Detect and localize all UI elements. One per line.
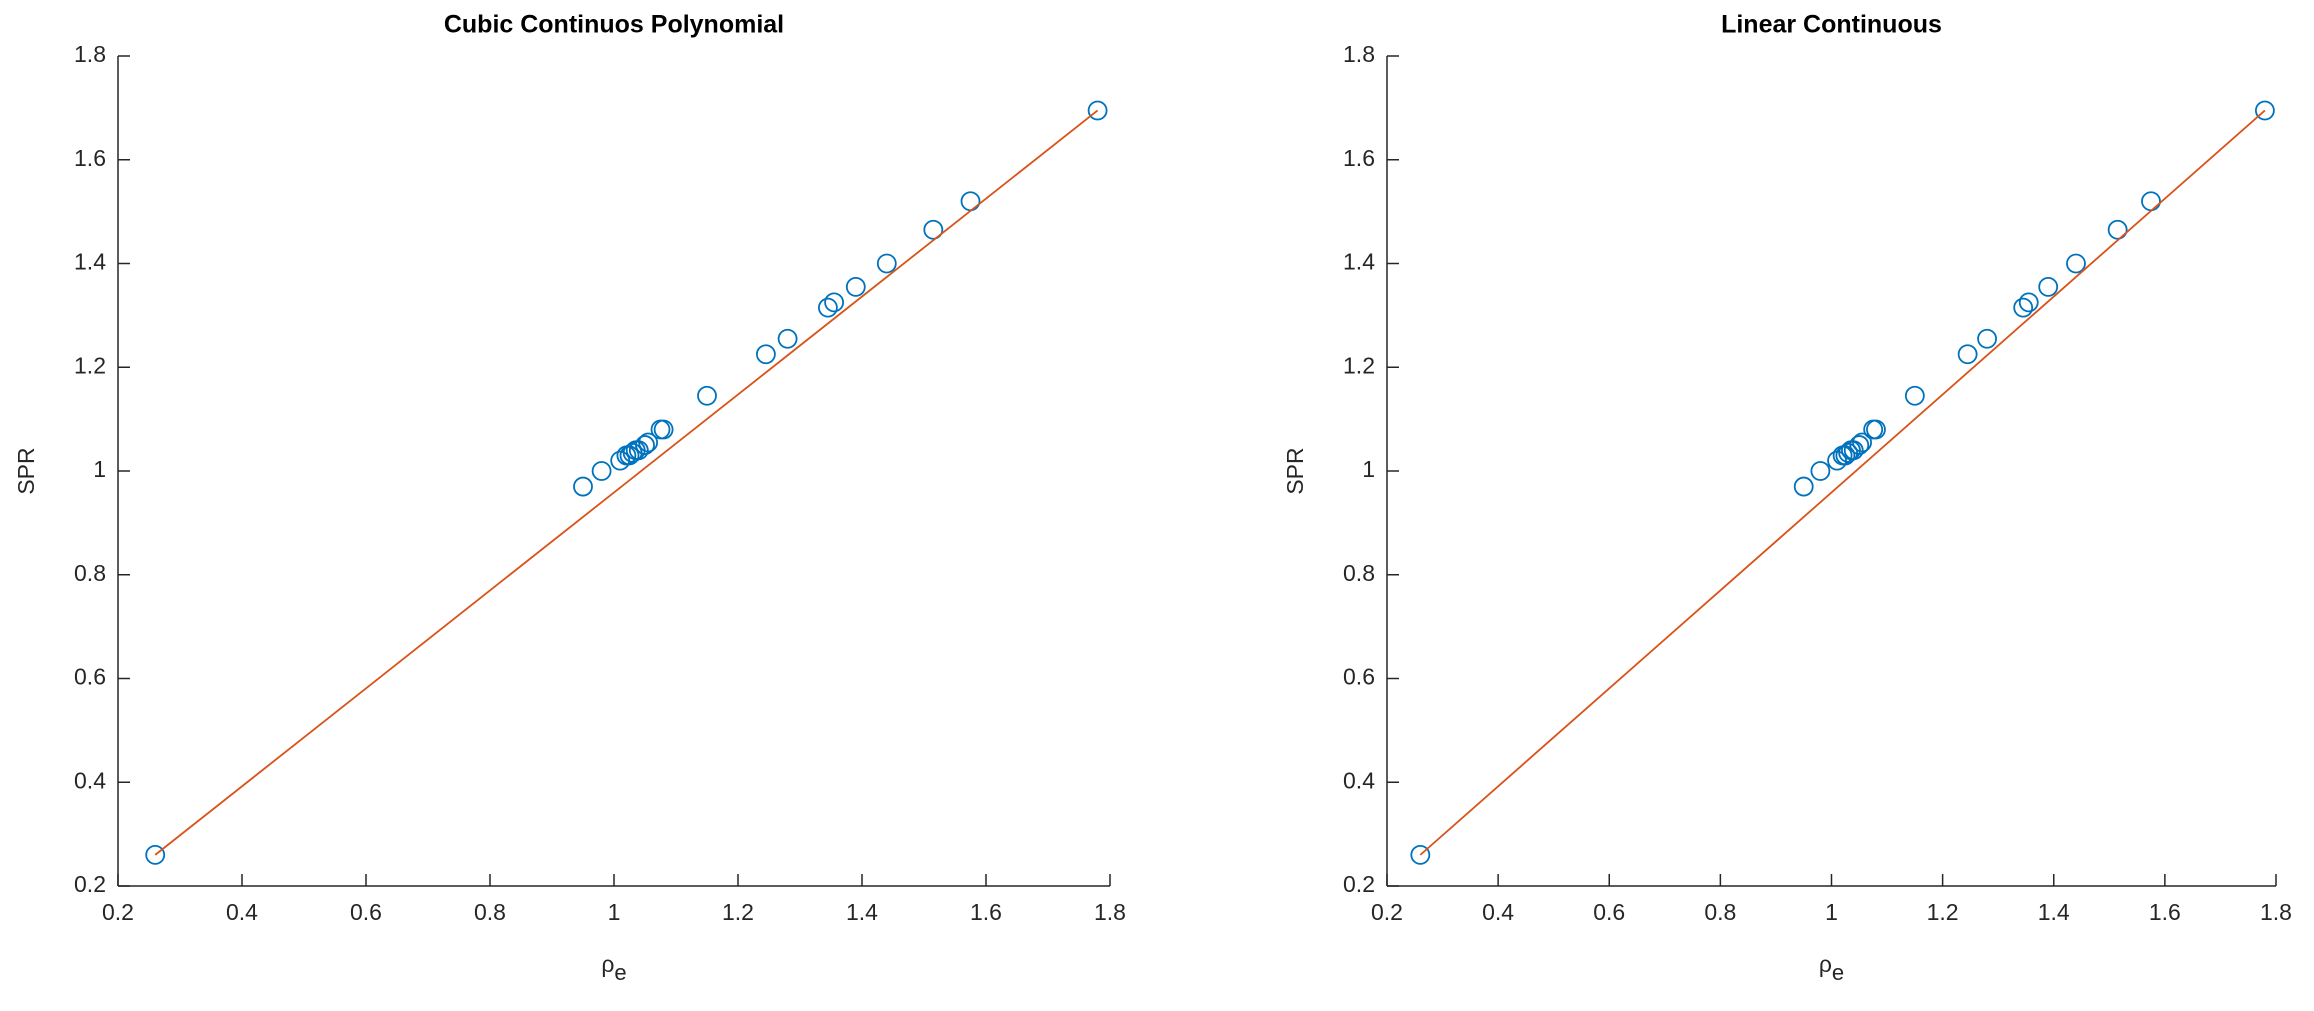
- x-tick-label: 0.4: [1482, 899, 1514, 925]
- data-point: [777, 328, 798, 349]
- data-point: [619, 445, 640, 466]
- fit-line: [1419, 109, 2266, 856]
- x-tick-label: 1.2: [1927, 899, 1959, 925]
- y-tick-label: 0.2: [1343, 871, 1375, 897]
- y-tick-label: 1.2: [74, 352, 106, 378]
- data-point: [1957, 344, 1978, 365]
- data-point: [638, 432, 658, 453]
- x-label-symbol: ρ: [601, 951, 614, 977]
- data-point: [1810, 461, 1831, 481]
- x-tick-label: 1.4: [846, 899, 878, 925]
- data-point: [756, 344, 776, 365]
- y-tick-label: 0.6: [74, 664, 106, 690]
- x-tick-label: 1.4: [2038, 899, 2070, 925]
- data-point: [653, 419, 674, 440]
- y-tick-label: 1.4: [1343, 249, 1375, 275]
- data-point: [145, 844, 166, 865]
- data-point: [2141, 191, 2161, 212]
- chart-title: Linear Continuous: [1721, 11, 1942, 39]
- y-tick-label: 1.8: [1343, 41, 1375, 67]
- fit-line: [154, 109, 1099, 856]
- x-tick-label: 1.2: [722, 899, 754, 925]
- data-point: [2013, 297, 2034, 318]
- x-tick-label: 0.6: [350, 899, 382, 925]
- data-point: [1852, 432, 1872, 453]
- x-tick-label: 0.6: [1593, 899, 1625, 925]
- x-label-symbol: ρ: [1819, 951, 1832, 977]
- x-tick-label: 1.6: [970, 899, 1002, 925]
- y-tick-label: 0.8: [74, 560, 106, 586]
- x-tick-label: 1.6: [2149, 899, 2181, 925]
- y-tick-label: 1.6: [1343, 145, 1375, 171]
- y-tick-label: 0.8: [1343, 560, 1375, 586]
- data-point: [1904, 385, 1925, 406]
- y-axis-label: SPR: [13, 447, 39, 494]
- data-point: [2018, 292, 2039, 313]
- data-point: [1866, 419, 1886, 440]
- data-point: [1849, 435, 1870, 455]
- data-point: [1977, 328, 1997, 349]
- x-tick-label: 0.2: [1371, 899, 1403, 925]
- data-point: [1087, 100, 1108, 121]
- x-label-subscript: e: [614, 960, 626, 985]
- data-point: [1410, 844, 1431, 865]
- data-point: [697, 385, 717, 406]
- data-point: [923, 219, 944, 240]
- y-tick-label: 0.4: [74, 767, 106, 793]
- chart-title: Cubic Continuos Polynomial: [444, 11, 784, 39]
- data-point: [2038, 276, 2059, 297]
- y-tick-label: 0.6: [1343, 664, 1375, 690]
- data-point: [2254, 100, 2275, 121]
- data-point: [2066, 253, 2086, 274]
- y-tick-label: 1.8: [74, 41, 106, 67]
- y-tick-label: 1: [93, 456, 106, 482]
- data-point: [845, 276, 866, 297]
- data-point: [2107, 219, 2128, 240]
- x-tick-label: 1.8: [1094, 899, 1126, 925]
- y-tick-label: 0.4: [1343, 767, 1375, 793]
- x-tick-label: 0.8: [1704, 899, 1736, 925]
- y-tick-label: 1.4: [74, 249, 106, 275]
- y-tick-label: 0.2: [74, 871, 106, 897]
- data-point: [960, 191, 981, 212]
- x-axis-label: ρe: [601, 951, 626, 985]
- x-tick-label: 1: [608, 899, 621, 925]
- x-tick-label: 1.8: [2260, 899, 2292, 925]
- y-tick-label: 1.6: [74, 145, 106, 171]
- x-label-subscript: e: [1832, 960, 1844, 985]
- data-point: [591, 461, 612, 481]
- data-point: [818, 297, 838, 318]
- y-tick-label: 1.2: [1343, 352, 1375, 378]
- data-point: [824, 292, 844, 313]
- y-axis-label: SPR: [1282, 447, 1308, 494]
- data-point: [876, 253, 897, 274]
- x-tick-label: 0.2: [102, 899, 134, 925]
- y-tick-label: 1: [1362, 456, 1375, 482]
- data-point: [635, 435, 655, 455]
- x-axis-label: ρe: [1819, 951, 1844, 985]
- x-tick-label: 1: [1825, 899, 1838, 925]
- data-point: [1793, 476, 1814, 497]
- data-point: [573, 476, 593, 497]
- x-tick-label: 0.8: [474, 899, 506, 925]
- x-tick-label: 0.4: [226, 899, 258, 925]
